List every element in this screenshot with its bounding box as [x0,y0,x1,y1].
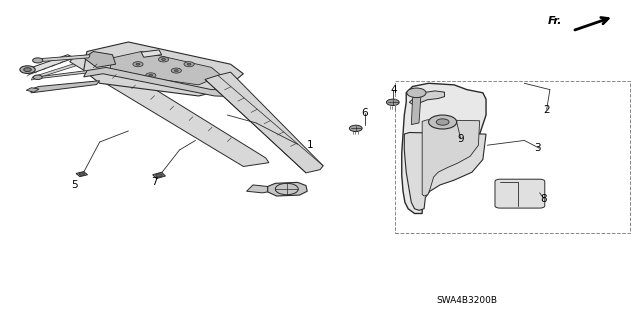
Circle shape [133,62,143,67]
Text: 4: 4 [390,85,397,95]
Circle shape [136,63,140,65]
Text: 2: 2 [543,105,550,115]
Text: 7: 7 [150,177,157,187]
Circle shape [174,70,178,71]
Polygon shape [141,50,162,57]
Bar [396,81,630,233]
Text: 9: 9 [457,134,464,144]
Circle shape [172,68,181,73]
Circle shape [187,63,191,65]
Polygon shape [205,72,323,173]
Polygon shape [76,172,88,177]
Circle shape [429,115,457,129]
Polygon shape [84,67,243,97]
Text: 3: 3 [534,143,540,153]
Polygon shape [70,53,269,167]
Circle shape [33,58,43,63]
Polygon shape [39,70,87,78]
Polygon shape [422,120,479,196]
Polygon shape [410,91,445,107]
Text: Fr.: Fr. [548,16,563,26]
Text: 6: 6 [362,108,368,118]
Polygon shape [84,42,243,96]
Polygon shape [31,63,77,80]
Polygon shape [404,132,486,210]
Polygon shape [26,88,39,92]
Circle shape [33,75,42,79]
Polygon shape [402,83,486,213]
Circle shape [162,58,166,60]
Circle shape [387,99,399,106]
Circle shape [20,66,35,73]
Polygon shape [29,81,100,93]
Text: 1: 1 [307,140,314,150]
FancyBboxPatch shape [495,179,545,208]
Text: SWA4B3200B: SWA4B3200B [436,296,497,305]
Text: 8: 8 [540,194,547,204]
Circle shape [436,119,449,125]
Circle shape [407,88,426,98]
Polygon shape [84,51,116,67]
Circle shape [79,173,84,175]
Polygon shape [412,96,421,124]
Circle shape [349,125,362,131]
Polygon shape [23,55,74,74]
Circle shape [149,74,153,76]
Polygon shape [246,185,268,193]
Polygon shape [39,55,90,62]
Polygon shape [153,172,166,179]
Text: 5: 5 [71,180,77,190]
Polygon shape [268,182,307,196]
Circle shape [159,57,169,62]
Circle shape [146,73,156,78]
Circle shape [24,68,31,71]
Circle shape [156,174,163,177]
Circle shape [184,62,194,67]
Polygon shape [109,51,221,85]
